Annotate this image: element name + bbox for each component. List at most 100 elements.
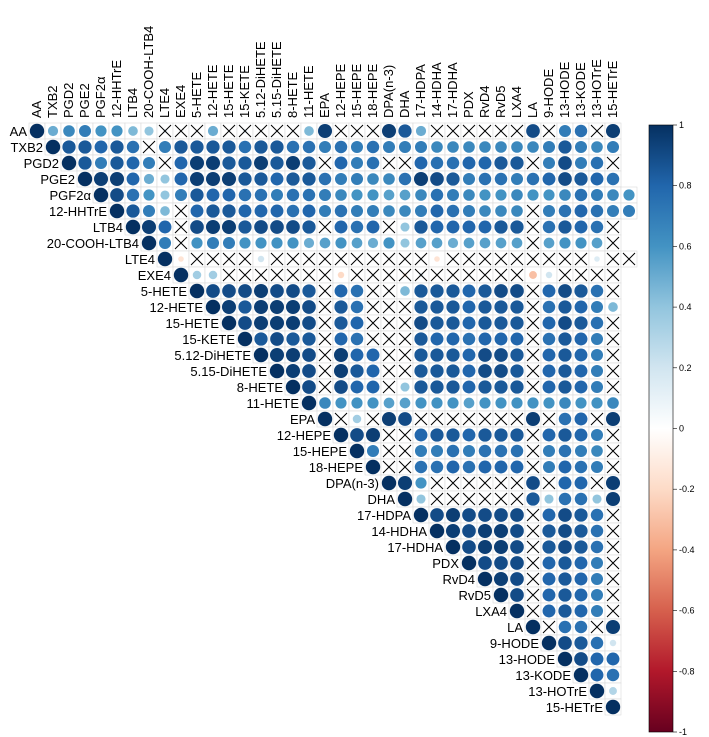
correlation-cell <box>540 586 558 604</box>
correlation-cell <box>316 378 334 396</box>
correlation-circle <box>318 188 332 202</box>
correlation-cell <box>412 426 430 444</box>
correlation-cell <box>300 218 318 236</box>
correlation-circle <box>414 220 428 234</box>
insignificant-cross <box>606 556 620 570</box>
correlation-circle <box>607 189 619 201</box>
correlation-circle <box>303 237 315 249</box>
correlation-cell <box>588 650 606 668</box>
column-label: LTE4 <box>157 88 172 118</box>
correlation-circle <box>367 237 379 249</box>
correlation-cell <box>540 186 558 204</box>
correlation-circle <box>446 364 460 378</box>
correlation-cell <box>412 138 430 156</box>
correlation-cell <box>476 362 494 380</box>
correlation-cell <box>284 330 302 348</box>
correlation-cell <box>364 250 382 268</box>
correlation-circle <box>414 380 428 394</box>
correlation-cell <box>252 250 270 268</box>
correlation-cell <box>604 362 622 380</box>
correlation-circle <box>174 172 188 186</box>
correlation-cell <box>204 298 222 316</box>
correlation-cell <box>300 394 318 412</box>
correlation-cell <box>124 218 142 236</box>
correlation-circle <box>557 651 573 667</box>
correlation-circle <box>542 556 556 570</box>
correlation-circle <box>367 173 379 185</box>
correlation-cell <box>556 490 574 508</box>
correlation-cell <box>572 154 590 172</box>
insignificant-cross <box>606 540 620 554</box>
correlation-circle <box>542 140 556 154</box>
correlation-cell <box>444 170 462 188</box>
correlation-cell <box>604 250 622 268</box>
correlation-cell <box>364 330 382 348</box>
correlation-cell <box>508 442 526 460</box>
correlation-circle <box>494 156 508 170</box>
correlation-cell <box>524 314 542 332</box>
correlation-cell <box>572 650 590 668</box>
insignificant-cross <box>318 380 332 394</box>
correlation-circle <box>333 363 349 379</box>
correlation-cell <box>524 266 542 284</box>
correlation-cell <box>492 170 510 188</box>
colorbar-tick-label: -0.6 <box>679 606 695 616</box>
correlation-cell <box>188 218 206 236</box>
correlation-cell <box>556 266 574 284</box>
correlation-cell <box>524 474 542 492</box>
correlation-cell <box>396 250 414 268</box>
correlation-cell <box>348 266 366 284</box>
row-label: 11-HETE <box>247 396 300 411</box>
correlation-circle <box>558 380 572 394</box>
correlation-cell <box>364 186 382 204</box>
insignificant-cross <box>478 492 492 506</box>
correlation-cell <box>540 378 558 396</box>
correlation-cell <box>556 554 574 572</box>
correlation-cell <box>220 202 238 220</box>
correlation-circle <box>238 220 252 234</box>
correlation-cell <box>284 378 302 396</box>
correlation-cell <box>204 186 222 204</box>
correlation-cell <box>444 458 462 476</box>
correlation-cell <box>396 218 414 236</box>
correlation-circle <box>254 188 268 202</box>
correlation-circle <box>558 156 572 170</box>
correlation-circle <box>174 156 188 170</box>
correlation-cell <box>540 474 558 492</box>
correlation-circle <box>494 380 508 394</box>
correlation-cell <box>604 554 622 572</box>
insignificant-cross <box>158 156 172 170</box>
correlation-cell <box>140 122 158 140</box>
correlation-cell <box>492 410 510 428</box>
correlation-cell <box>428 122 446 140</box>
correlation-cell <box>348 362 366 380</box>
insignificant-cross <box>526 316 540 330</box>
correlation-cell <box>188 202 206 220</box>
insignificant-cross <box>382 252 396 266</box>
correlation-cell <box>316 202 334 220</box>
correlation-cell <box>604 410 622 428</box>
correlation-cell <box>588 298 606 316</box>
correlation-circle <box>270 204 284 218</box>
correlation-cell <box>492 186 510 204</box>
correlation-cell <box>444 410 462 428</box>
correlation-circle <box>334 380 348 394</box>
correlation-cell <box>332 378 350 396</box>
correlation-cell <box>316 122 334 140</box>
correlation-circle <box>574 620 588 634</box>
column-label: 12-HEPE <box>333 63 348 118</box>
insignificant-cross <box>366 316 380 330</box>
correlation-cell <box>460 298 478 316</box>
correlation-cell <box>604 314 622 332</box>
correlation-cell <box>604 618 622 636</box>
correlation-cell <box>556 442 574 460</box>
correlation-cell <box>588 394 606 412</box>
correlation-cell <box>556 186 574 204</box>
correlation-circle <box>206 284 220 298</box>
correlation-circle <box>574 316 588 330</box>
correlation-circle <box>559 189 571 201</box>
insignificant-cross <box>478 268 492 282</box>
correlation-cell <box>412 122 430 140</box>
row-label: RvD4 <box>442 572 475 587</box>
correlation-circle <box>510 524 524 538</box>
